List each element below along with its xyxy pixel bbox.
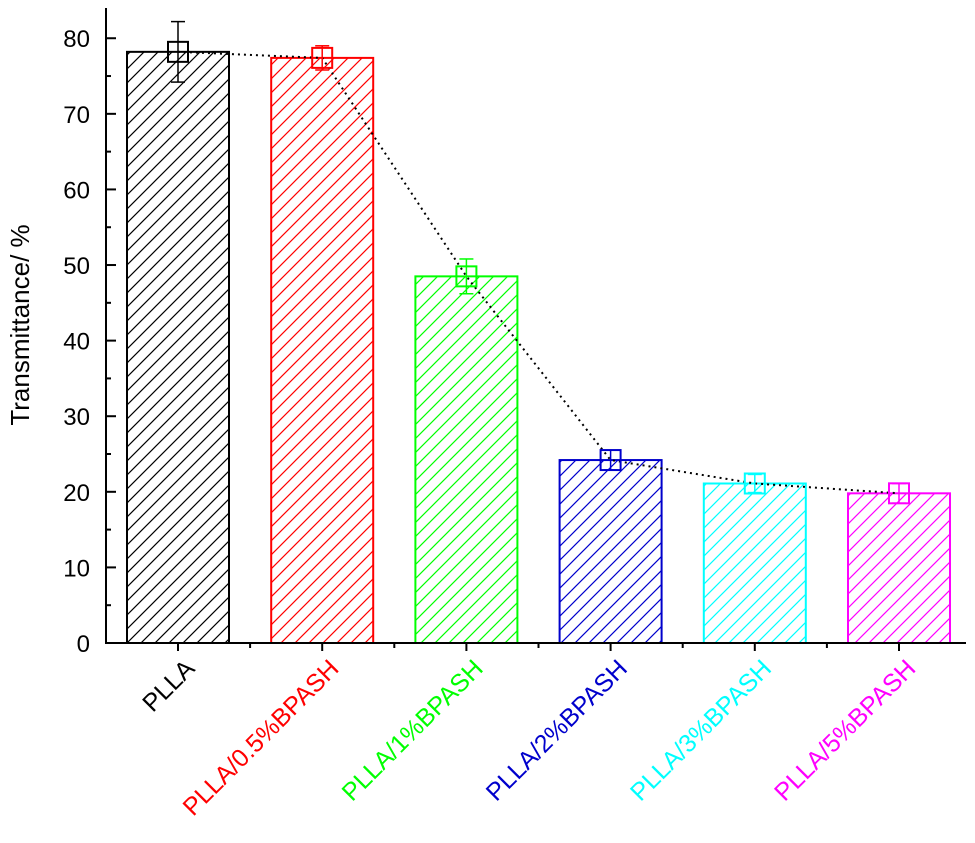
- bars-group: [126, 50, 951, 645]
- y-ticks-group: 0 10 20 30 40 50 60 70 80: [63, 26, 116, 658]
- category-label: PLLA/5%BPASH: [769, 654, 921, 806]
- bar: [414, 275, 519, 644]
- y-tick-label: 40: [63, 329, 90, 356]
- bar: [126, 50, 230, 645]
- y-tick-label: 60: [63, 177, 90, 204]
- bar: [270, 56, 375, 644]
- square-marker: [888, 482, 910, 505]
- y-tick-label: 80: [63, 26, 90, 53]
- y-tick-label: 70: [63, 102, 90, 129]
- y-tick-label: 20: [63, 480, 90, 507]
- bar: [558, 459, 663, 644]
- category-label: PLLA/3%BPASH: [625, 654, 777, 806]
- square-marker: [599, 449, 622, 472]
- trend-line: [177, 50, 900, 495]
- square-marker: [743, 472, 766, 495]
- square-marker: [311, 46, 334, 69]
- category-label: PLLA/2%BPASH: [481, 654, 633, 806]
- square-marker: [167, 40, 189, 63]
- y-tick-label: 30: [63, 404, 90, 431]
- y-tick-label: 10: [63, 555, 90, 582]
- y-tick-label: 0: [77, 631, 90, 658]
- category-label: PLLA/1%BPASH: [337, 654, 489, 806]
- square-marker: [455, 265, 478, 288]
- axes-group: [105, 8, 966, 644]
- bar: [847, 492, 951, 645]
- bar: [702, 482, 807, 644]
- x-ticks-group: PLLAPLLA/0.5%BPASHPLLA/1%BPASHPLLA/2%BPA…: [137, 643, 921, 821]
- category-label: PLLA/0.5%BPASH: [178, 654, 345, 821]
- y-axis-title: Transmittance/ %: [5, 224, 35, 425]
- trend-overlay-group: [167, 20, 910, 505]
- category-label: PLLA: [137, 654, 200, 717]
- y-tick-label: 50: [63, 253, 90, 280]
